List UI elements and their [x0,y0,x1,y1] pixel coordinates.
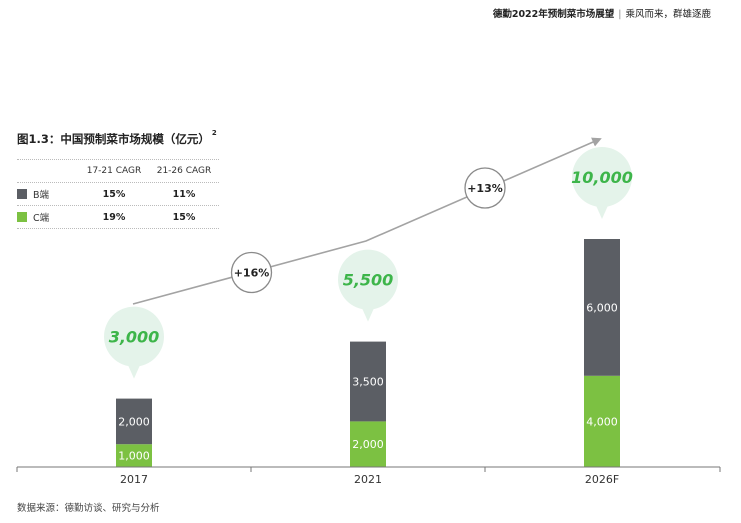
total-bubble-pointer-2017 [126,360,142,379]
bar-c-2017 [116,444,152,467]
b-cagr-21-26: 11% [172,188,196,200]
label-c-2026F: 4,000 [586,415,618,428]
total-bubble-circle-2017 [104,306,164,367]
x-axis-label-2017: 2017 [120,473,148,486]
total-bubble-pointer-2026F [594,201,610,219]
figure-title-text: 图1.3：中国预制菜市场规模（亿元） [17,132,210,146]
total-bubble-pointer-2021 [360,303,376,322]
total-bubble-circle-2021 [338,249,398,310]
growth-trend-arrow [132,137,602,305]
total-label-2017: 3,000 [109,328,160,347]
figure-title-footnote: 2 [211,129,217,137]
bar-b-2017 [116,398,152,445]
bar-c-2026F [584,375,620,467]
c-segment-label: C端 [33,213,50,224]
total-label-2021: 5,500 [343,271,394,290]
bar-b-2021 [350,341,386,422]
header-separator: | [618,9,622,20]
c-segment-swatch [17,212,27,222]
row-label-c: C端 [17,210,79,224]
table-header-cagr-17-21: 17-21 CAGR [86,166,142,176]
c-cagr-21-26: 15% [172,211,196,223]
report-subtitle: 乘风而来，群雄逐鹿 [625,9,711,20]
figure-title: 图1.3：中国预制菜市场规模（亿元） 2 [17,129,217,147]
label-c-2017: 1,000 [118,450,150,463]
growth-circle-0 [230,251,273,294]
report-title: 德勤2022年预制菜市场展望 [492,9,615,20]
table-row-b: B端 15% 11% [17,183,219,206]
total-bubble-circle-2026F [572,147,632,207]
table-header-cagr-21-26: 21-26 CAGR [156,166,212,176]
row-label-b: B端 [17,187,79,201]
table-row-c: C端 19% 15% [17,206,219,229]
growth-label-0: +16% [234,267,270,280]
data-source-note: 数据来源：德勤访谈、研究与分析 [17,503,160,514]
label-c-2021: 2,000 [352,438,384,451]
x-axis-label-2021: 2021 [354,473,382,486]
c-cagr-17-21: 19% [102,211,126,223]
total-label-2026F: 10,000 [571,168,633,187]
bar-c-2021 [350,421,386,467]
total-bubble-2021: 5,500 [338,249,398,322]
label-b-2017: 2,000 [118,415,150,428]
label-b-2021: 3,500 [352,376,384,389]
b-cagr-17-21: 15% [102,188,126,200]
b-segment-label: B端 [33,190,50,201]
total-bubble-2026F: 10,000 [571,147,633,219]
x-axis-label-2026F: 2026F [585,473,619,486]
b-segment-swatch [17,189,27,199]
bar-b-2026F [584,239,620,376]
cagr-table: 17-21 CAGR 21-26 CAGR B端 15% 11% C端 19% … [17,159,219,229]
label-b-2026F: 6,000 [586,301,618,314]
growth-circle-1 [464,167,506,209]
growth-label-1: +13% [467,182,503,195]
total-bubble-2017: 3,000 [104,306,164,379]
table-header-row: 17-21 CAGR 21-26 CAGR [17,160,219,183]
report-header: 德勤2022年预制菜市场展望 | 乘风而来，群雄逐鹿 [493,6,711,20]
